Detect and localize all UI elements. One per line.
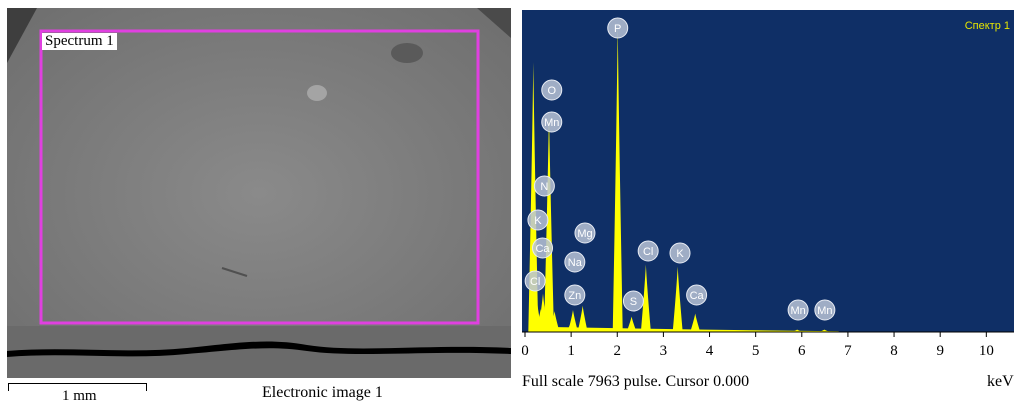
spectrum-continuum xyxy=(529,326,839,332)
x-tick-label: 4 xyxy=(706,343,714,359)
peak-cl xyxy=(640,264,651,332)
sem-image-graphic xyxy=(7,8,511,378)
peak-label-mg: Mg xyxy=(574,222,596,244)
spectrum-title: Спектр 1 xyxy=(965,20,1010,32)
svg-text:Ca: Ca xyxy=(535,243,550,255)
image-caption: Electronic image 1 xyxy=(262,384,383,401)
peak-label-ca: Ca xyxy=(532,237,554,259)
peak-mn xyxy=(549,311,560,332)
peak-label-k: K xyxy=(527,209,549,231)
peak-label-o: O xyxy=(541,79,563,101)
peak-label-na: Na xyxy=(564,251,586,273)
peak-s xyxy=(626,316,637,332)
sem-image: Spectrum 1 xyxy=(7,8,511,378)
peak-label-s: S xyxy=(622,290,644,312)
spectrum-panel: Спектр 1 P O Mn N K Ca Cl Mg Na Zn S Cl K Ca Mn Mn 0 1 2 3… xyxy=(522,10,1014,404)
svg-text:Mn: Mn xyxy=(544,117,559,129)
svg-text:Cl: Cl xyxy=(643,246,653,258)
svg-text:Mn: Mn xyxy=(790,305,805,317)
peak-label-ca: Ca xyxy=(686,284,708,306)
x-tick-label: 1 xyxy=(567,343,575,359)
peak-labels: P O Mn N K Ca Cl Mg Na Zn S Cl K Ca Mn Mn xyxy=(524,17,836,321)
svg-text:K: K xyxy=(534,215,542,227)
sem-particle xyxy=(307,85,327,101)
peak-ca xyxy=(535,308,546,332)
x-axis-ticks: 0 1 2 3 4 5 6 7 8 9 10 xyxy=(522,332,994,359)
peak-ca xyxy=(690,313,701,332)
svg-text:S: S xyxy=(630,296,637,308)
sem-dark-corner-left xyxy=(7,8,37,63)
x-tick-label: 0 xyxy=(522,343,529,359)
peak-label-mn: Mn xyxy=(814,299,836,321)
x-tick-label: 8 xyxy=(890,343,898,359)
peak-o xyxy=(543,110,554,332)
x-tick-label: 2 xyxy=(614,343,622,359)
svg-text:Mg: Mg xyxy=(577,228,592,240)
peak-p xyxy=(612,25,623,332)
peak-k xyxy=(672,266,683,332)
scale-bar xyxy=(8,383,147,391)
peak-label-p: P xyxy=(607,17,629,39)
svg-text:P: P xyxy=(614,23,621,35)
peak-label-k: K xyxy=(669,242,691,264)
x-tick-label: 9 xyxy=(936,343,944,359)
peak-mg xyxy=(577,305,588,332)
x-tick-label: 3 xyxy=(660,343,668,359)
svg-text:O: O xyxy=(547,85,556,97)
x-axis-unit: keV xyxy=(987,373,1014,390)
x-tick-label: 10 xyxy=(979,343,994,359)
sem-surface xyxy=(7,8,511,378)
svg-text:Ca: Ca xyxy=(690,290,705,302)
spectrum-footer: Full scale 7963 pulse. Cursor 0.000 xyxy=(522,373,750,390)
sem-dark-corner-right xyxy=(477,8,511,38)
svg-text:Na: Na xyxy=(568,257,583,269)
svg-text:N: N xyxy=(540,181,548,193)
peak-label-cl: Cl xyxy=(637,240,659,262)
spectrum-selection-box[interactable] xyxy=(39,29,480,325)
peak-cl xyxy=(528,62,539,333)
peak-label-zn: Zn xyxy=(564,284,586,306)
spectrum-peaks xyxy=(528,25,839,333)
svg-text:Cl: Cl xyxy=(530,276,540,288)
peak-label-mn: Mn xyxy=(541,111,563,133)
sem-pit xyxy=(391,43,423,63)
spectrum-plot-area xyxy=(522,10,1014,332)
x-tick-label: 7 xyxy=(844,343,852,359)
sem-scratch xyxy=(221,267,248,277)
x-tick-label: 5 xyxy=(752,343,760,359)
scale-label: 1 mm xyxy=(62,388,97,404)
peak-label-n: N xyxy=(533,175,555,197)
peak-label-mn: Mn xyxy=(787,299,809,321)
svg-text:K: K xyxy=(676,248,684,260)
x-tick-label: 6 xyxy=(798,343,806,359)
spectrum-chart[interactable]: Спектр 1 P O Mn N K Ca Cl Mg Na Zn S Cl K Ca Mn Mn 0 1 2 3… xyxy=(522,10,1014,370)
peak-label-cl: Cl xyxy=(524,270,546,292)
svg-text:Mn: Mn xyxy=(817,305,832,317)
svg-text:Zn: Zn xyxy=(568,290,581,302)
spectrum-label: Spectrum 1 xyxy=(42,33,117,50)
sem-crack xyxy=(7,341,511,357)
